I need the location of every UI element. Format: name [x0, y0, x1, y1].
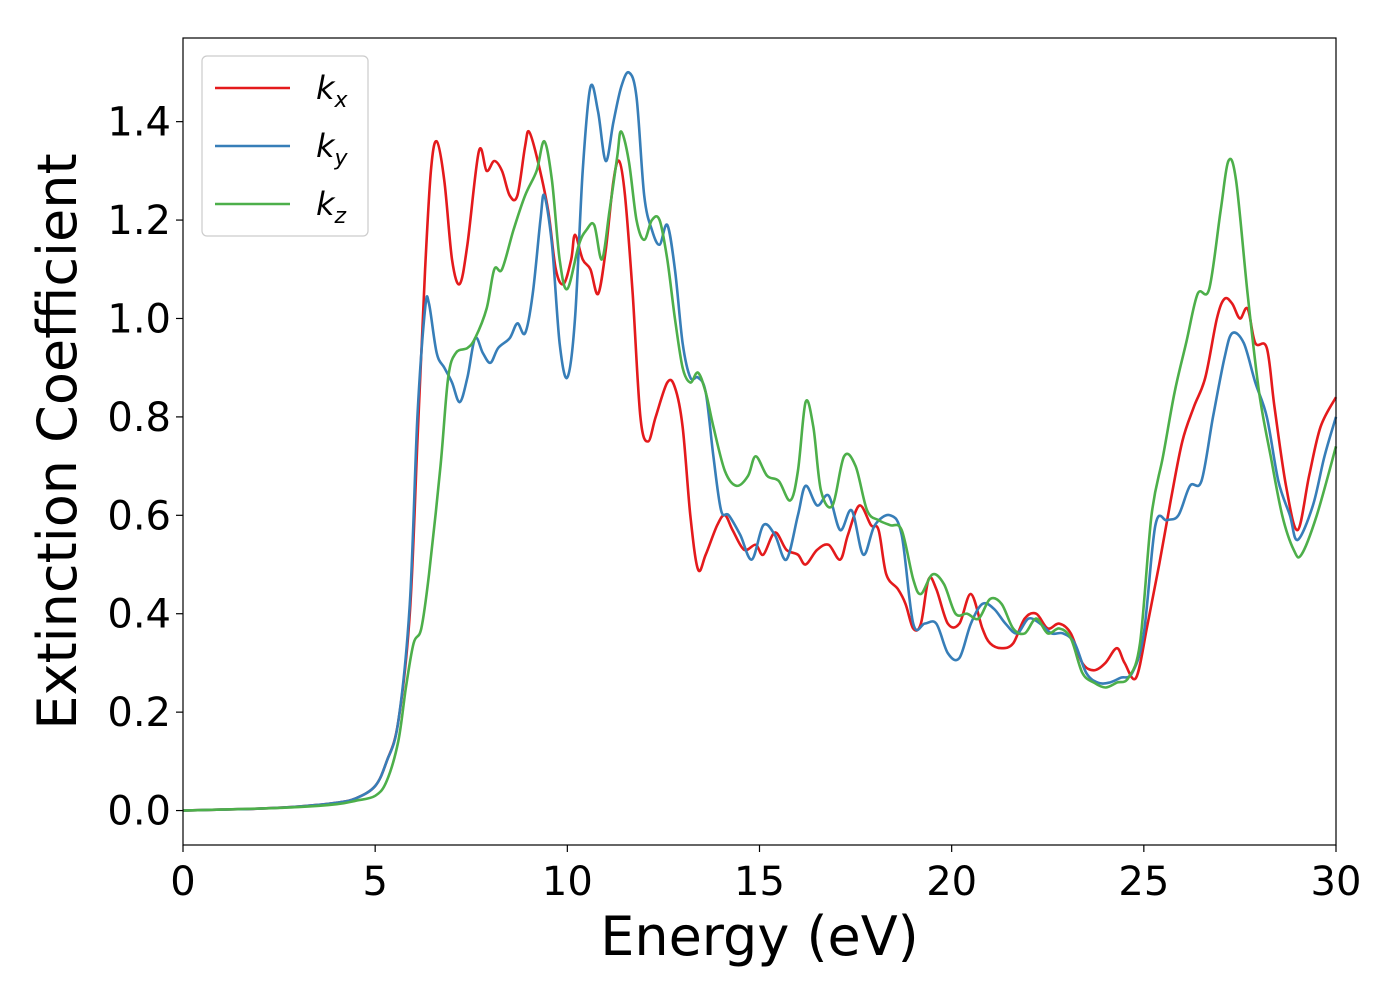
x-axis-label: Energy (eV): [600, 905, 919, 968]
y-tick-label: 1.4: [107, 100, 171, 146]
legend-label: kx: [316, 69, 349, 113]
x-tick-label: 15: [734, 859, 785, 905]
x-tick-label: 30: [1311, 859, 1362, 905]
y-tick-label: 0.0: [107, 789, 171, 835]
series-layer: [182, 70, 1338, 812]
series-line-kz: [182, 130, 1338, 812]
y-tick-label: 0.4: [107, 592, 171, 638]
x-axis-ticks: 0 5 10 15 20 25 30: [170, 845, 1361, 905]
y-tick-label: 0.6: [107, 493, 171, 539]
legend-label: kz: [316, 185, 347, 229]
y-axis-label: Extinction Coefficient: [26, 153, 89, 729]
y-tick-label: 1.2: [107, 198, 171, 244]
x-tick-label: 0: [170, 859, 195, 905]
x-tick-label: 20: [926, 859, 977, 905]
legend: kx ky kz: [201, 55, 369, 237]
y-tick-label: 0.8: [107, 395, 171, 441]
x-tick-label: 10: [542, 859, 593, 905]
x-tick-label: 25: [1118, 859, 1169, 905]
y-axis-ticks: 0.0 0.2 0.4 0.6 0.8 1.0 1.2 1.4: [107, 100, 183, 835]
legend-label: ky: [316, 127, 349, 171]
x-tick-label: 5: [362, 859, 387, 905]
y-tick-label: 0.2: [107, 690, 171, 736]
series-line-ky: [182, 70, 1338, 812]
y-tick-label: 1.0: [107, 296, 171, 342]
